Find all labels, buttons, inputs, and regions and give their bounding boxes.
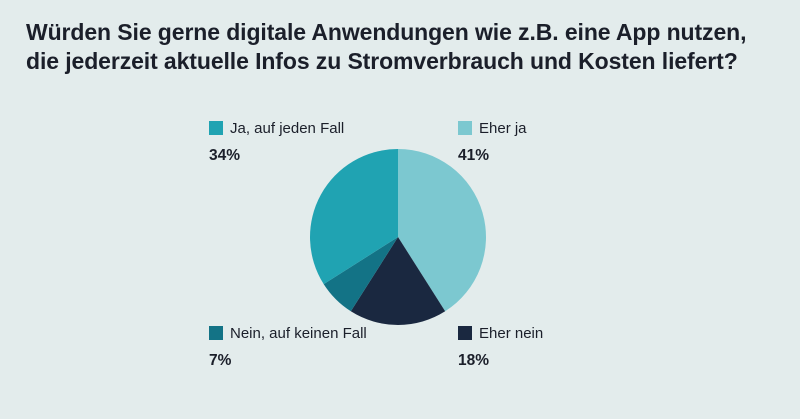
legend-value-nein-auf-keinen-fall: 7% bbox=[209, 352, 232, 369]
legend-swatch-eher-nein bbox=[458, 326, 472, 340]
legend-label-eher-ja: Eher ja bbox=[479, 119, 527, 137]
legend-item-nein-auf-keinen-fall: Nein, auf keinen Fall 7% bbox=[209, 324, 429, 370]
legend-swatch-nein-auf-keinen-fall bbox=[209, 326, 223, 340]
legend-value-ja-auf-jeden-fall: 34% bbox=[209, 147, 241, 164]
legend-item-eher-ja: Eher ja 41% bbox=[458, 119, 678, 165]
legend-swatch-eher-ja bbox=[458, 121, 472, 135]
legend-label-ja-auf-jeden-fall: Ja, auf jeden Fall bbox=[230, 119, 345, 137]
legend-label-eher-nein: Eher nein bbox=[479, 324, 544, 342]
pie-slice-eher-nein bbox=[350, 237, 446, 325]
legend-value-eher-ja: 41% bbox=[458, 147, 490, 164]
pie-slice-eher-ja bbox=[398, 149, 486, 312]
pie-slice-nein-auf-keinen-fall bbox=[323, 237, 398, 312]
legend-swatch-ja-auf-jeden-fall bbox=[209, 121, 223, 135]
legend-item-ja-auf-jeden-fall: Ja, auf jeden Fall 34% bbox=[209, 119, 429, 165]
chart-title: Würden Sie gerne digitale Anwendungen wi… bbox=[26, 18, 786, 76]
legend-item-eher-nein: Eher nein 18% bbox=[458, 324, 678, 370]
chart-title-line-1: Würden Sie gerne digitale Anwendungen wi… bbox=[26, 19, 747, 45]
chart-title-line-2: die jederzeit aktuelle Infos zu Stromver… bbox=[26, 48, 738, 74]
legend-label-nein-auf-keinen-fall: Nein, auf keinen Fall bbox=[230, 324, 367, 342]
legend-value-eher-nein: 18% bbox=[458, 352, 490, 369]
pie-slice-ja-auf-jeden-fall bbox=[310, 149, 398, 285]
